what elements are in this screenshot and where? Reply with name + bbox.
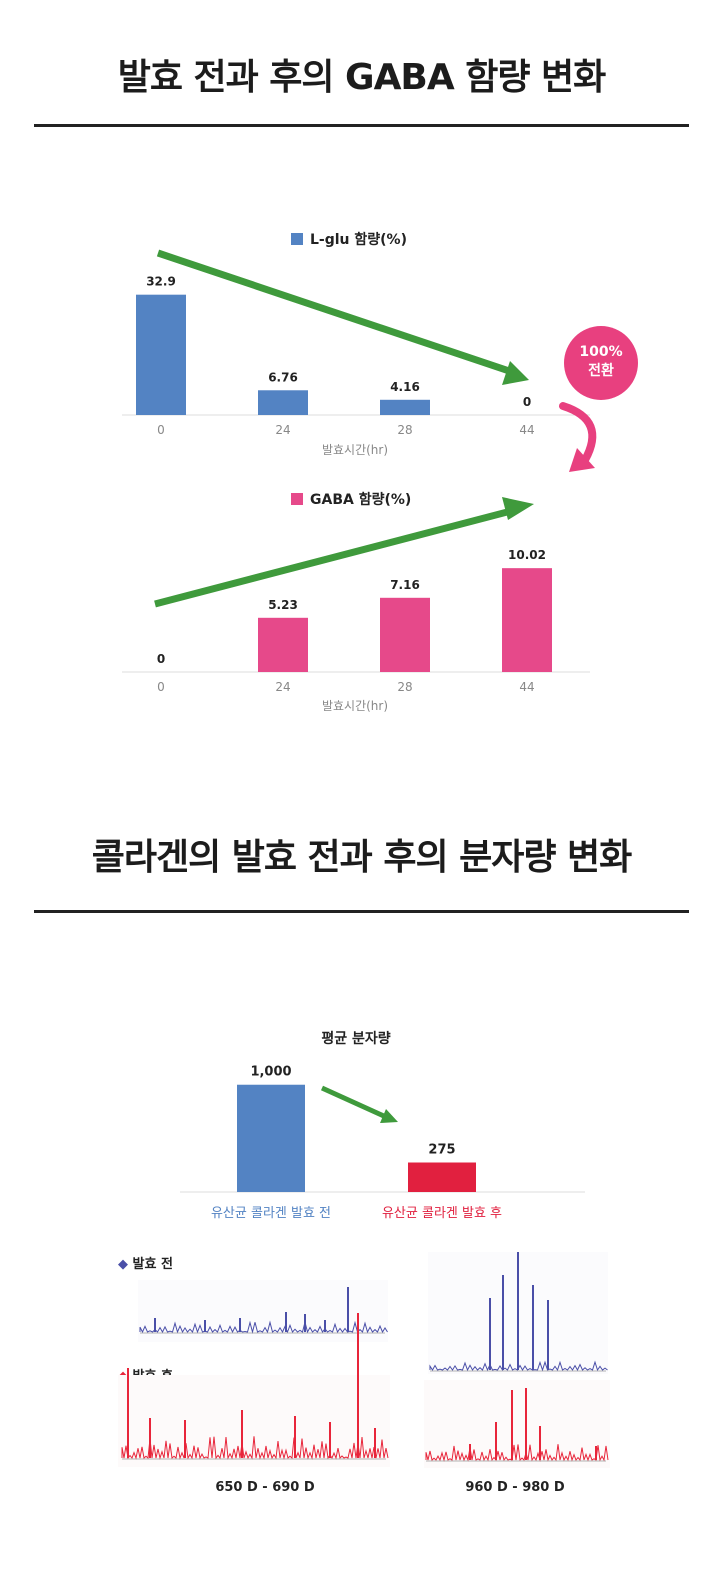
lglu-bar-2 [380, 399, 430, 415]
section2-title: 콜라겐의 발효 전과 후의 분자량 변화 [91, 837, 632, 878]
mw-bar-0 [237, 1084, 305, 1192]
curved-arrow-icon [559, 402, 597, 472]
spectrum-left-before-noise [139, 1320, 388, 1334]
lglu-value-label-2: 4.16 [390, 380, 420, 394]
lglu-legend-swatch [291, 233, 303, 245]
gaba-xlabel: 발효시간(hr) [322, 699, 388, 713]
lglu-value-label-0: 32.9 [146, 275, 176, 289]
gaba-legend-label: GABA 함량(%) [310, 491, 411, 508]
gaba-chart: GABA 함량(%) 0 0 5.23 24 7.16 28 10.02 44 발효시간(hr… [122, 491, 590, 713]
spectrum-range-left: 650 D - 690 D [215, 1480, 315, 1495]
lglu-value-label-1: 6.76 [268, 370, 298, 384]
section1-divider [34, 124, 689, 127]
section1-title: 발효 전과 후의 GABA 함량 변화 [117, 57, 607, 98]
mw-bar-1 [408, 1162, 476, 1192]
mw-value-label-0: 1,000 [250, 1065, 291, 1080]
gaba-trend-arrow-line [154, 506, 516, 608]
lglu-trend-arrow-line [156, 249, 514, 376]
gaba-legend-swatch [291, 493, 303, 505]
lglu-value-label-3: 0 [523, 395, 531, 409]
section2-divider [34, 910, 689, 913]
spectrum-right-after-noise [425, 1444, 609, 1462]
gaba-bar-3 [502, 568, 552, 672]
conversion-badge: 100% 전환 [564, 326, 638, 400]
spectrum-range-right: 960 D - 980 D [465, 1480, 565, 1495]
conversion-badge-text: 전환 [588, 363, 614, 379]
lglu-xlabel: 발효시간(hr) [322, 443, 388, 457]
mw-trend-arrow-line [320, 1085, 388, 1120]
lglu-chart: L-glu 함량(%) 32.9 0 6.76 24 4.16 28 0 44 발효시간(hr… [122, 231, 590, 457]
gaba-bar-2 [380, 597, 430, 672]
lglu-bar-0 [136, 294, 186, 415]
gaba-value-label-0: 0 [157, 652, 165, 666]
lglu-trend-arrowhead [502, 361, 529, 385]
gaba-value-label-3: 10.02 [508, 548, 546, 562]
spectrum-left-after-panel [118, 1375, 390, 1467]
gaba-bar-1 [258, 617, 308, 672]
gaba-tick-label-3: 44 [519, 680, 534, 694]
mw-value-label-1: 275 [428, 1143, 455, 1158]
diamond-icon: ◆ [118, 1257, 128, 1272]
lglu-tick-label-0: 0 [157, 423, 165, 437]
spectrum-before-label: ◆ 발효 전 [118, 1257, 173, 1272]
lglu-tick-label-1: 24 [275, 423, 290, 437]
lglu-tick-label-2: 28 [397, 423, 412, 437]
gaba-value-label-2: 7.16 [390, 578, 420, 592]
gaba-tick-label-2: 28 [397, 680, 412, 694]
gaba-tick-label-0: 0 [157, 680, 165, 694]
mass-spectra [118, 1252, 610, 1468]
molecular-weight-chart: 평균 분자량 1,000 유산균 콜라겐 발효 전 275 유산균 콜라겐 발효 후 [180, 1030, 585, 1221]
mw-chart-title: 평균 분자량 [321, 1030, 390, 1047]
spectrum-left-after-noise [121, 1436, 389, 1460]
gaba-value-label-1: 5.23 [268, 598, 298, 612]
lglu-legend-label: L-glu 함량(%) [310, 231, 407, 248]
gaba-trend-arrowhead [502, 497, 534, 520]
lglu-bar-1 [258, 390, 308, 415]
conversion-badge-percent: 100% [579, 344, 623, 360]
mw-category-label-0: 유산균 콜라겐 발효 전 [211, 1206, 331, 1221]
mw-category-label-1: 유산균 콜라겐 발효 후 [382, 1206, 502, 1221]
lglu-tick-label-3: 44 [519, 423, 534, 437]
gaba-tick-label-1: 24 [275, 680, 290, 694]
mw-trend-arrowhead [380, 1109, 398, 1123]
